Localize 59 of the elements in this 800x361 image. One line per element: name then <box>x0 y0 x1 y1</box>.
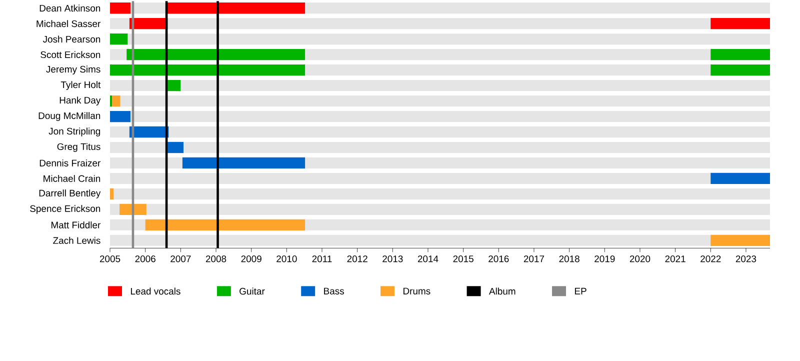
y-tick-label: Dennis Fraizer <box>40 159 100 166</box>
x-tick-label: 2013 <box>382 255 403 262</box>
bar <box>168 80 181 92</box>
y-tick-label: Jon Stripling <box>48 128 100 136</box>
x-tick-label: 2008 <box>206 255 226 262</box>
legend-label: Guitar <box>240 288 265 295</box>
x-tick-label: 2021 <box>665 255 686 262</box>
x-tick-label: 2006 <box>135 255 156 262</box>
bar <box>110 2 130 14</box>
bar <box>710 64 770 76</box>
bar <box>120 204 146 215</box>
bar <box>110 110 130 122</box>
bar <box>110 33 128 45</box>
y-tick-label: Spence Erickson <box>30 204 100 214</box>
y-tick-label: Doug McMillan <box>38 112 100 121</box>
x-tick-label: 2018 <box>559 255 580 262</box>
y-tick-label: Jeremy Sims <box>46 66 100 74</box>
x-tick-label: 2009 <box>241 255 262 262</box>
y-tick-label: Matt Fiddler <box>51 221 101 228</box>
legend-label: Bass <box>324 288 344 294</box>
x-tick-label: 2016 <box>488 255 509 262</box>
y-tick-label: Dean Atkinson <box>40 4 100 12</box>
bar <box>112 95 120 107</box>
bar <box>145 219 306 230</box>
x-tick-label: 2017 <box>524 255 544 262</box>
y-tick-label: Josh Pearson <box>42 36 100 42</box>
legend-label: Drums <box>404 288 430 294</box>
y-tick-label: Greg Titus <box>57 143 100 152</box>
legend-label: Album <box>489 288 516 295</box>
legend-label: EP <box>574 288 586 294</box>
y-tick-label: Zach Lewis <box>53 236 100 244</box>
y-tick-label: Hank Day <box>60 96 101 106</box>
bar <box>710 48 770 60</box>
x-tick-label: 2005 <box>100 255 120 262</box>
x-tick-label: 2020 <box>630 255 650 262</box>
x-tick-label: 2010 <box>276 255 297 262</box>
bar <box>710 234 770 246</box>
x-tick-label: 2015 <box>453 255 474 262</box>
legend-label: Lead vocals <box>130 288 180 295</box>
x-tick-label: 2012 <box>347 255 368 262</box>
bar <box>182 157 306 168</box>
x-tick-label: 2022 <box>700 255 721 262</box>
bar <box>126 48 306 60</box>
x-tick-label: 2007 <box>170 255 191 262</box>
y-tick-label: Michael Sasser <box>36 20 100 28</box>
bar <box>110 188 114 200</box>
x-tick-label: 2023 <box>736 255 756 262</box>
bar <box>710 18 770 30</box>
x-tick-label: 2019 <box>594 255 615 262</box>
bar <box>166 2 306 14</box>
bar <box>110 64 306 76</box>
y-tick-label: Tyler Holt <box>60 81 101 90</box>
x-tick-label: 2011 <box>312 255 332 262</box>
y-tick-label: Scott Erickson <box>40 51 100 58</box>
y-tick-label: Darrell Bentley <box>39 189 101 198</box>
y-tick-label: Michael Crain <box>44 174 100 182</box>
bar <box>168 142 184 153</box>
bar <box>710 172 770 184</box>
x-tick-label: 2014 <box>418 255 438 262</box>
